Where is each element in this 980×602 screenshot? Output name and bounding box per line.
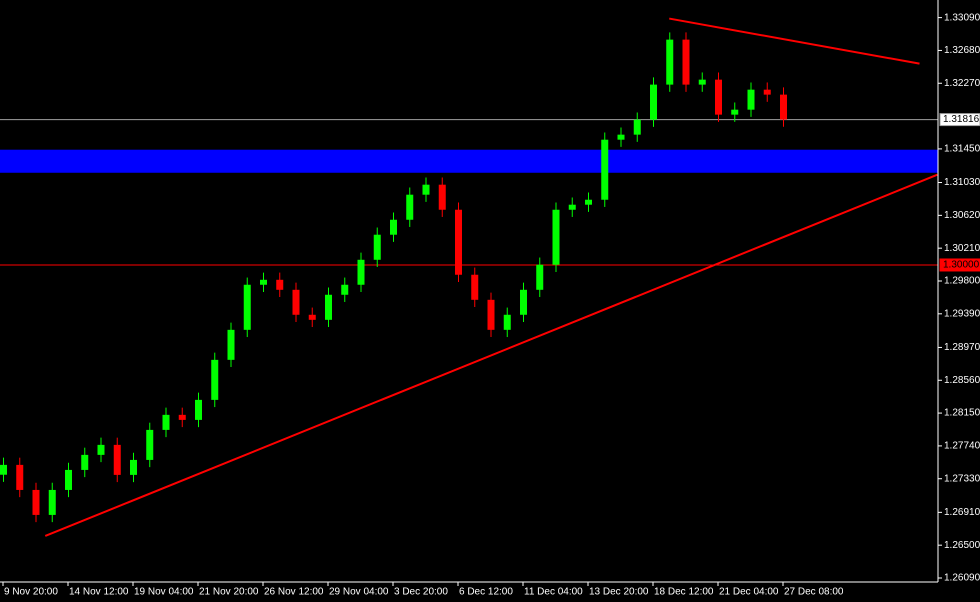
candle-body [763,89,771,95]
candle-body [715,79,722,115]
candle-body [503,314,511,330]
candle-body [146,429,154,460]
candle-body [195,399,202,420]
trendline [669,17,920,65]
x-tick-label: 26 Nov 12:00 [264,587,324,598]
candle-body [32,489,40,515]
candle-body [16,464,24,490]
candle-body [747,89,755,110]
y-tick-label: 1.28560 [944,375,980,386]
price-label-box [939,113,980,127]
candle-body [520,289,527,315]
candle-body [601,139,609,200]
candle-body [455,209,462,275]
candle-body [552,209,560,265]
price-label: 1.30000 [943,260,980,271]
price-label-box [939,258,980,272]
x-tick-label: 14 Nov 12:00 [69,587,129,598]
candle-body [406,194,414,220]
candle-body [780,94,787,120]
candle-body [260,279,267,285]
y-tick-label: 1.30210 [944,243,980,254]
y-tick-label: 1.26090 [944,573,980,584]
candle-body [422,184,430,195]
candle-body [568,204,576,210]
candle-body [81,454,89,470]
candle-body [130,459,137,475]
y-tick-label: 1.27740 [944,441,980,452]
y-tick-label: 1.30620 [944,210,980,221]
candle-body [731,109,739,115]
candle-body [48,489,56,515]
y-tick-label: 1.28150 [944,408,980,419]
candle-body [308,314,316,320]
candle-body [357,259,365,285]
x-tick-label: 11 Dec 04:00 [524,587,583,598]
x-tick-label: 27 Dec 08:00 [784,587,844,598]
y-tick-label: 1.31450 [944,144,980,155]
y-tick-label: 1.29800 [944,276,980,287]
candle-body [97,444,105,455]
candle-body [617,134,625,140]
x-tick-label: 21 Nov 20:00 [199,587,259,598]
y-tick-label: 1.32680 [944,45,980,56]
candle-body [666,39,674,85]
candle-body [650,84,657,120]
x-tick-label: 21 Dec 04:00 [719,587,779,598]
candle-body [227,329,235,360]
candle-body [487,299,495,330]
x-tick-label: 9 Nov 20:00 [4,587,58,598]
candle-body [390,219,397,235]
y-tick-label: 1.26500 [944,540,980,551]
x-tick-label: 6 Dec 12:00 [459,587,513,598]
x-tick-label: 18 Dec 12:00 [654,587,714,598]
zone [0,149,938,173]
candle-body [292,289,300,315]
candle-body [585,199,592,205]
candle-body [178,414,186,420]
candle-body [438,184,446,210]
candle-body [341,284,349,295]
candle-body [243,284,251,330]
candle-body [325,294,332,320]
candle-body [113,444,121,475]
price-label: 1.31816 [943,114,980,125]
candle-body [65,469,72,490]
candle-body [682,39,690,85]
candle-body [698,79,706,85]
y-tick-label: 1.33090 [944,12,980,23]
y-tick-label: 1.28970 [944,342,980,353]
candle-body [0,464,7,475]
candle-body [373,234,381,260]
x-tick-label: 29 Nov 04:00 [329,587,389,598]
y-tick-label: 1.31030 [944,177,980,188]
trendline [44,173,938,537]
y-tick-label: 1.26910 [944,507,980,518]
candle-body [633,119,641,135]
y-tick-label: 1.27330 [944,473,980,484]
y-tick-label: 1.32270 [944,78,980,89]
x-tick-label: 19 Nov 04:00 [134,587,194,598]
candle-body [211,359,219,400]
x-tick-label: 13 Dec 20:00 [589,587,649,598]
candle-body [276,279,284,290]
y-tick-label: 1.29390 [944,308,980,319]
candle-body [536,264,544,290]
candle-body [471,274,479,300]
x-tick-label: 3 Dec 20:00 [394,587,448,598]
candle-body [162,414,170,430]
